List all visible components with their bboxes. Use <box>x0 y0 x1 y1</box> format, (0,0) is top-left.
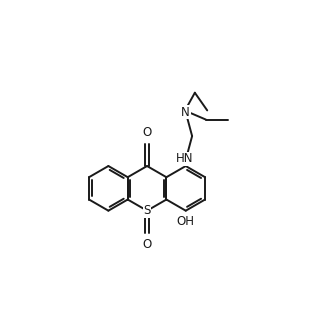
Text: O: O <box>142 126 152 139</box>
Text: HN: HN <box>176 152 194 165</box>
Text: N: N <box>181 106 190 119</box>
Text: S: S <box>143 204 151 217</box>
Text: O: O <box>142 238 152 251</box>
Text: OH: OH <box>177 215 195 227</box>
